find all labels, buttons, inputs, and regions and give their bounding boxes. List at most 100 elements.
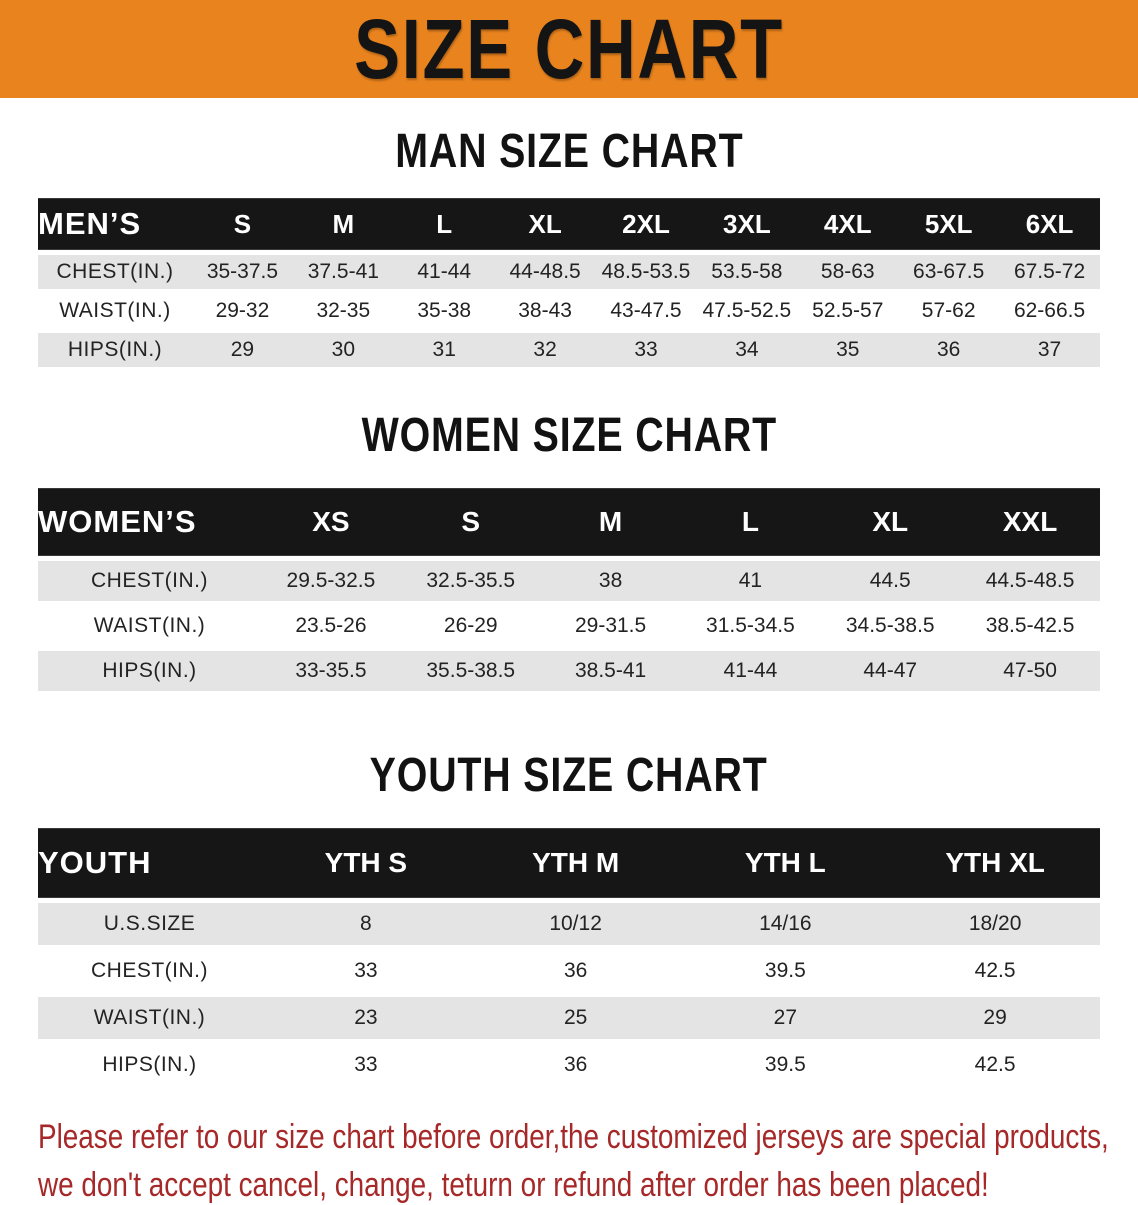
measurement-row: CHEST(IN.) 29.5-32.5 32.5-35.5 38 41 44.5 44.5… xyxy=(38,561,1100,601)
size-value-cell: 38-43 xyxy=(494,294,596,328)
row-label: CHEST(IN.) xyxy=(38,561,262,601)
size-value-cell: 41-44 xyxy=(393,255,495,289)
row-label: U.S.SIZE xyxy=(38,903,262,945)
size-column-header: L xyxy=(393,198,495,250)
measurement-row: WAIST(IN.) 23 25 27 29 xyxy=(38,997,1100,1039)
size-value-cell: 31.5-34.5 xyxy=(680,606,821,646)
size-value-cell: 26-29 xyxy=(400,606,541,646)
size-value-cell: 31 xyxy=(393,333,495,367)
size-column-header: S xyxy=(191,198,293,250)
size-column-header: 2XL xyxy=(595,198,697,250)
size-column-header: YTH M xyxy=(470,828,681,898)
youth-section-heading: YOUTH SIZE CHART xyxy=(0,748,1138,803)
size-value-cell: 35.5-38.5 xyxy=(400,651,541,691)
size-value-cell: 36 xyxy=(470,1044,681,1086)
row-label: HIPS(IN.) xyxy=(38,1044,262,1086)
size-value-cell: 37 xyxy=(999,333,1100,367)
measurement-row: WAIST(IN.) 29-32 32-35 35-38 38-43 43-47.5 47.… xyxy=(38,294,1100,328)
size-value-cell: 38 xyxy=(540,561,681,601)
size-value-cell: 58-63 xyxy=(797,255,899,289)
size-value-cell: 47-50 xyxy=(960,651,1100,691)
size-value-cell: 48.5-53.5 xyxy=(595,255,697,289)
size-value-cell: 23.5-26 xyxy=(261,606,401,646)
size-column-header: XL xyxy=(494,198,596,250)
youth-section-heading-text: YOUTH SIZE CHART xyxy=(370,749,768,802)
row-label: WAIST(IN.) xyxy=(38,997,262,1039)
size-value-cell: 44.5-48.5 xyxy=(960,561,1100,601)
size-value-cell: 14/16 xyxy=(680,903,891,945)
size-value-cell: 25 xyxy=(470,997,681,1039)
size-value-cell: 29 xyxy=(890,997,1100,1039)
table-title-cell: YOUTH xyxy=(38,828,262,898)
header-row: WOMEN’S XS S M L XL XXL xyxy=(38,488,1100,556)
size-value-cell: 41 xyxy=(680,561,821,601)
size-column-header: YTH XL xyxy=(890,828,1100,898)
row-label: CHEST(IN.) xyxy=(38,255,192,289)
row-label: HIPS(IN.) xyxy=(38,333,192,367)
size-value-cell: 42.5 xyxy=(890,950,1100,992)
size-value-cell: 39.5 xyxy=(680,1044,891,1086)
size-value-cell: 62-66.5 xyxy=(999,294,1100,328)
size-value-cell: 53.5-58 xyxy=(696,255,798,289)
size-value-cell: 33 xyxy=(261,1044,471,1086)
women-section-heading: WOMEN SIZE CHART xyxy=(0,408,1138,463)
size-column-header: M xyxy=(540,488,681,556)
men-size-table: MEN’S S M L XL 2XL 3XL 4XL 5XL 6XL CHEST(IN.) 35-37… xyxy=(38,193,1100,372)
size-value-cell: 36 xyxy=(470,950,681,992)
size-value-cell: 10/12 xyxy=(470,903,681,945)
size-column-header: M xyxy=(292,198,394,250)
size-value-cell: 67.5-72 xyxy=(999,255,1100,289)
size-value-cell: 29-31.5 xyxy=(540,606,681,646)
size-value-cell: 32-35 xyxy=(292,294,394,328)
size-column-header: 4XL xyxy=(797,198,899,250)
women-section-heading-text: WOMEN SIZE CHART xyxy=(361,409,777,462)
size-value-cell: 44.5 xyxy=(820,561,961,601)
size-value-cell: 35-37.5 xyxy=(191,255,293,289)
measurement-row: WAIST(IN.) 23.5-26 26-29 29-31.5 31.5-34.5 34… xyxy=(38,606,1100,646)
size-value-cell: 33 xyxy=(595,333,697,367)
measurement-row: HIPS(IN.) 33 36 39.5 42.5 xyxy=(38,1044,1100,1086)
size-value-cell: 23 xyxy=(261,997,471,1039)
size-value-cell: 35-38 xyxy=(393,294,495,328)
size-value-cell: 42.5 xyxy=(890,1044,1100,1086)
size-value-cell: 34 xyxy=(696,333,798,367)
header-row: YOUTH YTH S YTH M YTH L YTH XL xyxy=(38,828,1100,898)
size-value-cell: 44-48.5 xyxy=(494,255,596,289)
size-value-cell: 38.5-42.5 xyxy=(960,606,1100,646)
size-value-cell: 35 xyxy=(797,333,899,367)
size-column-header: 6XL xyxy=(999,198,1100,250)
size-value-cell: 32.5-35.5 xyxy=(400,561,541,601)
size-value-cell: 39.5 xyxy=(680,950,891,992)
measurement-row: U.S.SIZE 8 10/12 14/16 18/20 xyxy=(38,903,1100,945)
size-column-header: 5XL xyxy=(898,198,1000,250)
size-column-header: L xyxy=(680,488,821,556)
measurement-row: HIPS(IN.) 29 30 31 32 33 34 35 36 37 xyxy=(38,333,1100,367)
size-value-cell: 30 xyxy=(292,333,394,367)
size-value-cell: 57-62 xyxy=(898,294,1000,328)
size-value-cell: 27 xyxy=(680,997,891,1039)
size-value-cell: 47.5-52.5 xyxy=(696,294,798,328)
size-value-cell: 33 xyxy=(261,950,471,992)
men-section: MAN SIZE CHART MEN’S S M L XL 2XL 3XL 4XL 5XL 6XL… xyxy=(0,124,1138,372)
size-value-cell: 37.5-41 xyxy=(292,255,394,289)
size-value-cell: 32 xyxy=(494,333,596,367)
size-value-cell: 41-44 xyxy=(680,651,821,691)
disclaimer-line-2: we don't accept cancel, change, teturn o… xyxy=(38,1166,989,1205)
table-title-cell: WOMEN’S xyxy=(38,488,262,556)
size-column-header: XXL xyxy=(960,488,1100,556)
size-column-header: S xyxy=(400,488,541,556)
size-value-cell: 63-67.5 xyxy=(898,255,1000,289)
table-title-cell: MEN’S xyxy=(38,198,192,250)
measurement-row: HIPS(IN.) 33-35.5 35.5-38.5 38.5-41 41-44 44-… xyxy=(38,651,1100,691)
size-value-cell: 29-32 xyxy=(191,294,293,328)
size-value-cell: 29 xyxy=(191,333,293,367)
disclaimer-line-1: Please refer to our size chart before or… xyxy=(38,1118,1109,1156)
size-value-cell: 29.5-32.5 xyxy=(261,561,401,601)
size-value-cell: 18/20 xyxy=(890,903,1100,945)
youth-section: YOUTH SIZE CHART YOUTH YTH S YTH M YTH L YTH… xyxy=(0,748,1138,1091)
row-label: CHEST(IN.) xyxy=(38,950,262,992)
youth-size-table: YOUTH YTH S YTH M YTH L YTH XL U.S.SIZE 8 10/12… xyxy=(38,823,1100,1091)
size-column-header: XL xyxy=(820,488,961,556)
size-column-header: YTH S xyxy=(261,828,471,898)
page-title: SIZE CHART xyxy=(354,2,784,96)
